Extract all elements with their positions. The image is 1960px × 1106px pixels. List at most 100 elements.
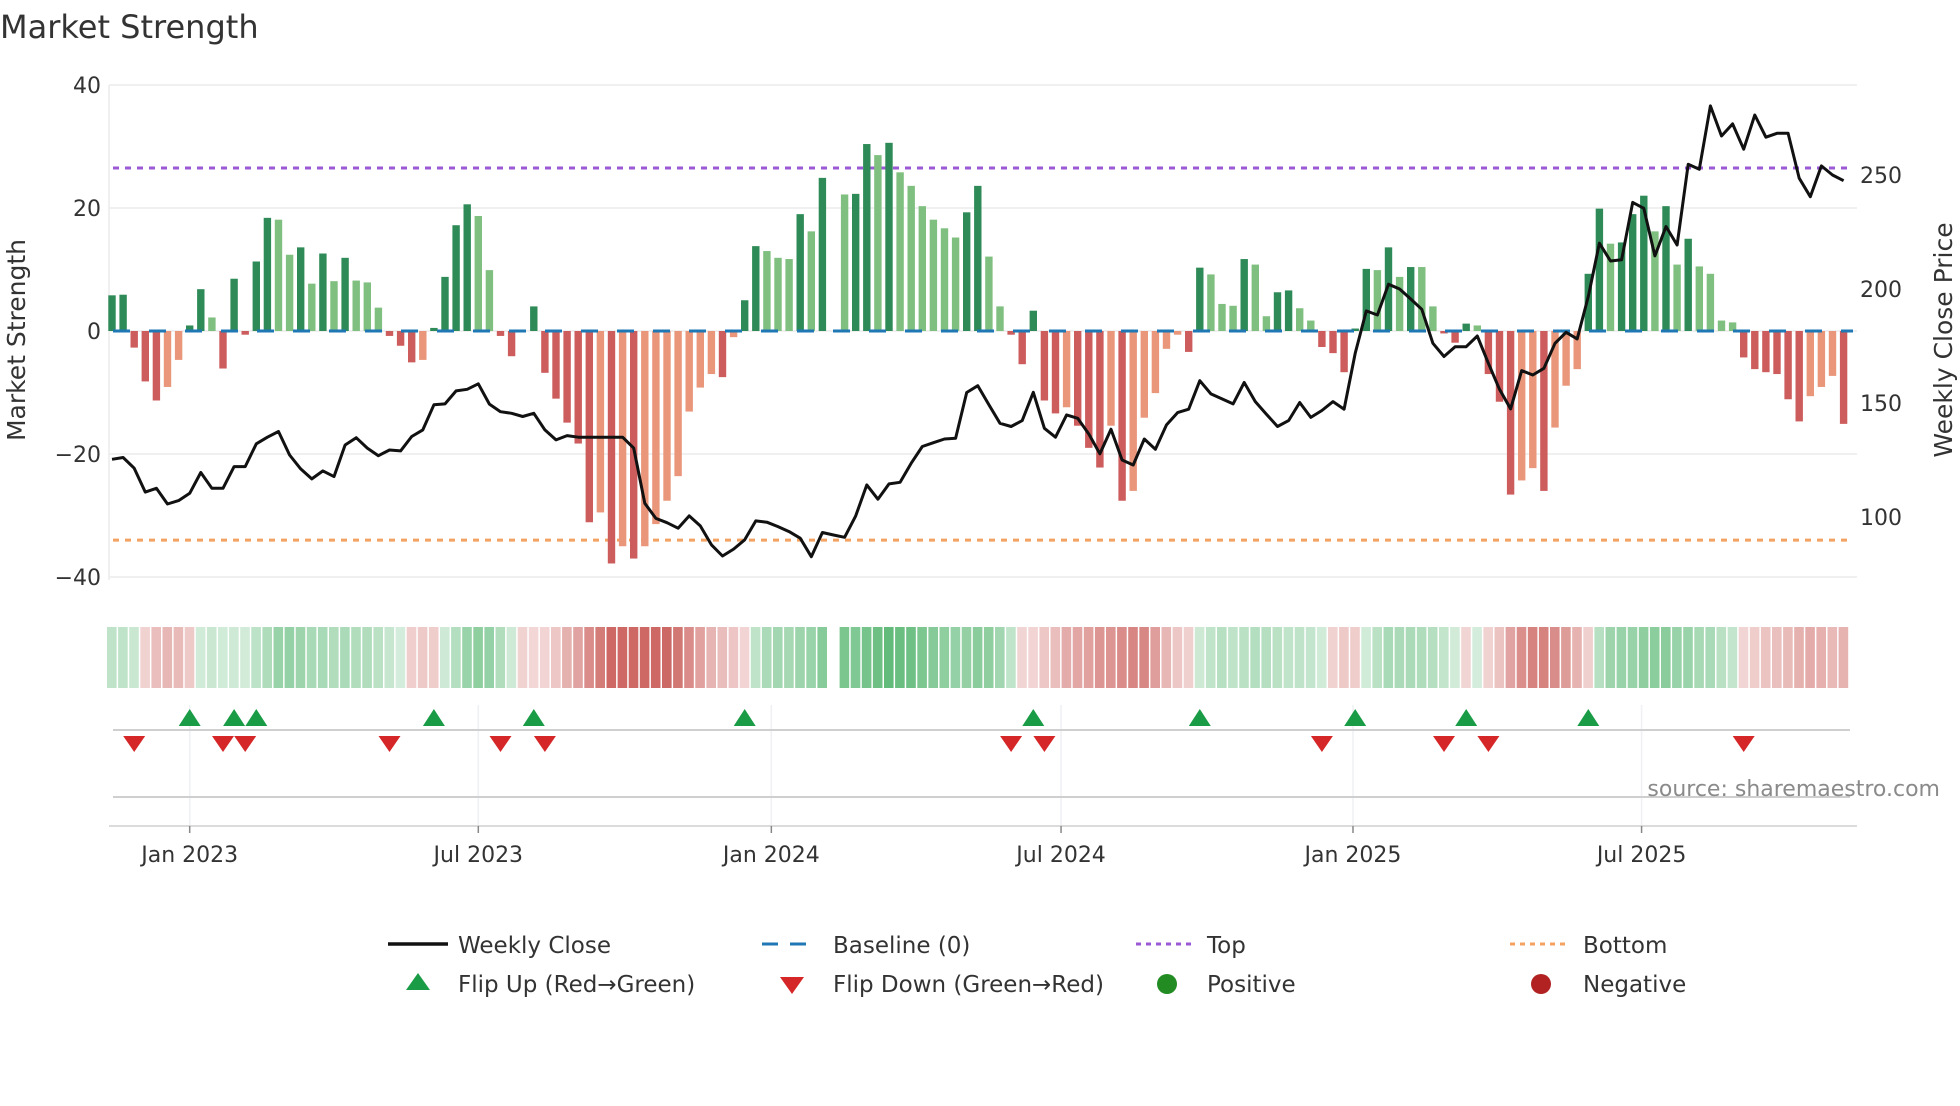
heat-cell: [573, 627, 583, 688]
heat-cell: [706, 627, 716, 688]
y2-axis-title: Weekly Close Price: [1929, 222, 1958, 457]
strength-bar: [1484, 331, 1493, 375]
strength-bar: [541, 331, 549, 373]
strength-bar: [718, 331, 727, 378]
heat-cell: [1439, 627, 1449, 688]
strength-bar: [441, 276, 449, 331]
heat-cell: [806, 627, 816, 688]
flip-up-marker: [733, 709, 756, 726]
strength-bar: [963, 212, 971, 331]
heat-cell: [1183, 627, 1194, 688]
strength-bar: [1062, 331, 1071, 408]
heat-cell: [406, 627, 417, 688]
heat-cell: [395, 627, 406, 688]
heat-cell: [773, 627, 783, 688]
heat-cell: [506, 627, 517, 688]
heat-cell: [695, 627, 705, 688]
heat-cell: [1106, 627, 1116, 688]
heat-strip: [107, 627, 1849, 688]
strength-bar: [863, 144, 871, 331]
strength-bar: [652, 331, 660, 525]
legend-flip-up: Flip Up (Red→Green): [458, 972, 695, 998]
strength-bar: [1362, 268, 1370, 331]
y2-tick-label: 150: [1860, 392, 1902, 417]
source-label: source: sharemaestro.com: [1647, 777, 1940, 802]
strength-bar: [1695, 266, 1703, 331]
strength-bar: [430, 327, 438, 331]
strength-bar: [1573, 331, 1581, 370]
heat-cell: [1228, 627, 1238, 688]
heat-cell: [1661, 627, 1671, 688]
heat-cell: [1094, 627, 1105, 688]
y-tick-label: 20: [73, 197, 101, 222]
heat-cell: [1283, 627, 1294, 688]
strength-bar: [985, 256, 993, 331]
heat-cell: [1039, 627, 1049, 688]
heat-cell: [584, 627, 594, 688]
strength-bar: [1684, 238, 1692, 331]
heat-cell: [539, 627, 550, 688]
heat-cell: [1117, 627, 1127, 688]
flip-down-marker: [533, 736, 556, 752]
strength-bar: [1007, 331, 1015, 335]
y2-tick-label: 100: [1860, 506, 1902, 531]
flip-down-marker: [212, 736, 234, 752]
heat-cell: [417, 627, 428, 688]
heat-cell: [229, 627, 239, 688]
flip-down-marker: [234, 736, 257, 752]
heat-cell: [1217, 627, 1227, 688]
heat-cell: [451, 627, 461, 688]
heat-cell: [384, 627, 395, 688]
strength-bar: [1529, 331, 1537, 469]
heat-cell: [1316, 627, 1327, 688]
heat-cell: [939, 627, 950, 688]
strength-bar: [1373, 270, 1382, 331]
flip-up-icon: [406, 973, 430, 990]
strength-bar: [1717, 320, 1726, 331]
heat-cell: [1572, 627, 1582, 688]
legend-flip-down: Flip Down (Green→Red): [833, 972, 1104, 998]
strength-bar: [741, 300, 749, 331]
strength-bar: [1218, 303, 1226, 331]
heat-cell: [240, 627, 250, 688]
strength-bar: [1329, 331, 1337, 354]
heat-cell: [528, 627, 539, 688]
strength-bar: [385, 331, 394, 336]
flip-down-marker: [1000, 736, 1023, 752]
heat-cell: [1350, 627, 1360, 688]
strength-bar: [1773, 331, 1781, 375]
heat-cell: [1006, 627, 1016, 688]
strength-bar: [219, 331, 227, 369]
strength-bar: [774, 257, 782, 331]
strength-bar: [1673, 264, 1681, 331]
strength-bar: [496, 331, 505, 336]
strength-bar: [763, 251, 771, 331]
heat-cell: [206, 627, 217, 688]
strength-bar: [1296, 308, 1304, 331]
heat-cell: [1705, 627, 1715, 688]
strength-bar: [507, 331, 516, 357]
heat-cell: [262, 627, 272, 688]
reference-lines: [113, 166, 1850, 542]
heat-cell: [972, 627, 983, 688]
heat-cell: [1749, 627, 1760, 688]
strength-bar: [885, 142, 893, 331]
strength-bar: [1118, 331, 1126, 501]
heat-cell: [1305, 627, 1316, 688]
strength-bar: [186, 325, 194, 331]
heat-cell: [817, 627, 827, 688]
strength-bar: [285, 254, 294, 331]
heat-cell: [1550, 627, 1560, 688]
y-tick-label: −40: [55, 566, 101, 591]
heat-cell: [1083, 627, 1094, 688]
heat-cell: [761, 627, 772, 688]
heat-cell: [1072, 627, 1083, 688]
heat-cell: [1516, 627, 1527, 688]
heat-cell: [306, 627, 317, 688]
strength-bar: [274, 219, 283, 331]
flip-down-marker: [1433, 736, 1455, 752]
strength-bar: [1140, 331, 1148, 418]
y2-tick-label: 200: [1860, 278, 1902, 303]
